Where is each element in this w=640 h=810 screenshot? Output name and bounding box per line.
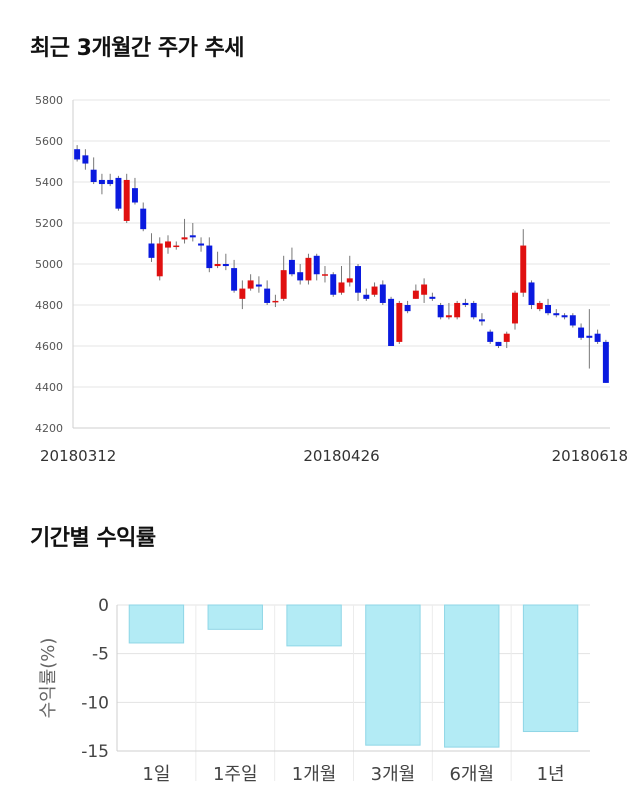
candle-down xyxy=(255,284,262,287)
y-tick-label: 4600 xyxy=(35,340,63,353)
x-tick-label: 1일 xyxy=(142,764,170,785)
x-tick-label: 3개월 xyxy=(371,764,416,785)
return-bar xyxy=(286,604,342,647)
candle-down xyxy=(355,266,361,293)
candle-down xyxy=(363,294,370,299)
candle-down xyxy=(404,305,411,312)
y-axis-label: 수익률(%) xyxy=(38,638,59,719)
return-bar xyxy=(444,604,500,748)
x-tick-label: 1년 xyxy=(537,764,565,785)
y-tick-label: -10 xyxy=(81,693,109,713)
candle-down xyxy=(90,169,97,182)
candle-down xyxy=(553,313,560,316)
candle-down xyxy=(470,302,477,318)
x-tick-label: 1개월 xyxy=(292,764,337,785)
candle-up xyxy=(371,286,378,295)
candle-up xyxy=(239,288,246,299)
candle-up xyxy=(338,282,345,293)
candle-up xyxy=(305,257,312,281)
candle-down xyxy=(107,179,114,185)
candle-up xyxy=(396,302,403,342)
candle-down xyxy=(140,208,147,230)
candle-up xyxy=(247,280,254,289)
candle-up xyxy=(322,274,328,276)
candle-up xyxy=(536,302,543,310)
candle-up xyxy=(173,245,180,248)
candle-up xyxy=(412,290,419,299)
candle-down xyxy=(586,335,593,338)
returns-title: 기간별 수익률 xyxy=(30,526,156,551)
candle-up xyxy=(346,278,353,283)
candle-down xyxy=(131,188,138,203)
y-tick-label: 5000 xyxy=(35,258,63,271)
x-tick-label: 20180312 xyxy=(40,447,116,465)
candle-down xyxy=(388,298,395,346)
candle-down xyxy=(74,149,81,160)
candle-up xyxy=(512,292,518,324)
x-tick-label: 1주일 xyxy=(213,764,258,785)
candle-up xyxy=(156,243,163,277)
candle-down xyxy=(545,305,552,314)
y-tick-label: -5 xyxy=(92,645,109,665)
x-tick-label: 6개월 xyxy=(449,764,494,785)
returns-bar-chart: 0 -5 -10 -15 1일 1주일 1개월 3개월 6개월 1년 수익률(%) xyxy=(38,596,590,785)
price-trend-title: 최근 3개월간 주가 추세 xyxy=(30,36,244,61)
candle-down xyxy=(206,245,213,269)
candle-down xyxy=(429,296,436,299)
candle-down xyxy=(115,177,122,209)
y-tick-label: 0 xyxy=(98,596,109,616)
y-tick-label: 4200 xyxy=(35,422,63,435)
x-tick-label: 20180618 xyxy=(552,447,628,465)
candle-down xyxy=(264,288,271,303)
candle-down xyxy=(569,315,576,326)
y-tick-label: 4400 xyxy=(35,381,63,394)
y-tick-label: 5400 xyxy=(35,176,63,189)
candle-down xyxy=(578,327,585,338)
candle-down xyxy=(222,264,229,267)
x-tick-label: 20180426 xyxy=(303,447,379,465)
candle-down xyxy=(495,341,502,346)
candle-down xyxy=(148,243,155,258)
y-tick-label: 5200 xyxy=(35,217,63,230)
candle-down xyxy=(82,155,89,164)
candle-down xyxy=(297,272,304,281)
candle-up xyxy=(272,300,279,303)
candle-up xyxy=(520,245,527,293)
candle-down xyxy=(437,305,444,318)
candle-down xyxy=(561,315,568,318)
candle-up xyxy=(280,270,287,299)
candle-down xyxy=(594,333,601,342)
candle-down xyxy=(462,302,469,305)
y-tick-label: -15 xyxy=(81,742,109,762)
candle-down xyxy=(288,259,295,275)
y-tick-label: 5600 xyxy=(35,135,63,148)
candle-down xyxy=(198,243,205,246)
candle-down xyxy=(379,284,386,303)
candle-up xyxy=(123,179,130,221)
candle-down xyxy=(528,282,535,305)
candle-up xyxy=(181,237,188,240)
candle-down xyxy=(330,274,337,295)
return-bar xyxy=(128,604,185,644)
candle-up xyxy=(165,241,171,248)
candle-up xyxy=(421,284,428,295)
candle-down xyxy=(602,341,609,383)
return-bar xyxy=(207,604,263,630)
candle-down xyxy=(231,268,238,291)
candle-up xyxy=(214,264,221,267)
candle-up xyxy=(503,333,510,342)
candle-down xyxy=(98,179,105,185)
candlestick-chart: 4200 4400 4600 4800 5000 5200 5400 5600 5800 2018… xyxy=(35,94,628,465)
candle-down xyxy=(313,255,320,275)
candle-down xyxy=(487,331,494,342)
y-tick-label: 5800 xyxy=(35,94,63,107)
candle-up xyxy=(454,302,461,318)
return-bar xyxy=(522,604,579,733)
y-tick-label: 4800 xyxy=(35,299,63,312)
candle-down xyxy=(189,235,196,238)
return-bar xyxy=(365,604,421,746)
candle-up xyxy=(445,315,452,318)
candle-down xyxy=(478,319,485,322)
